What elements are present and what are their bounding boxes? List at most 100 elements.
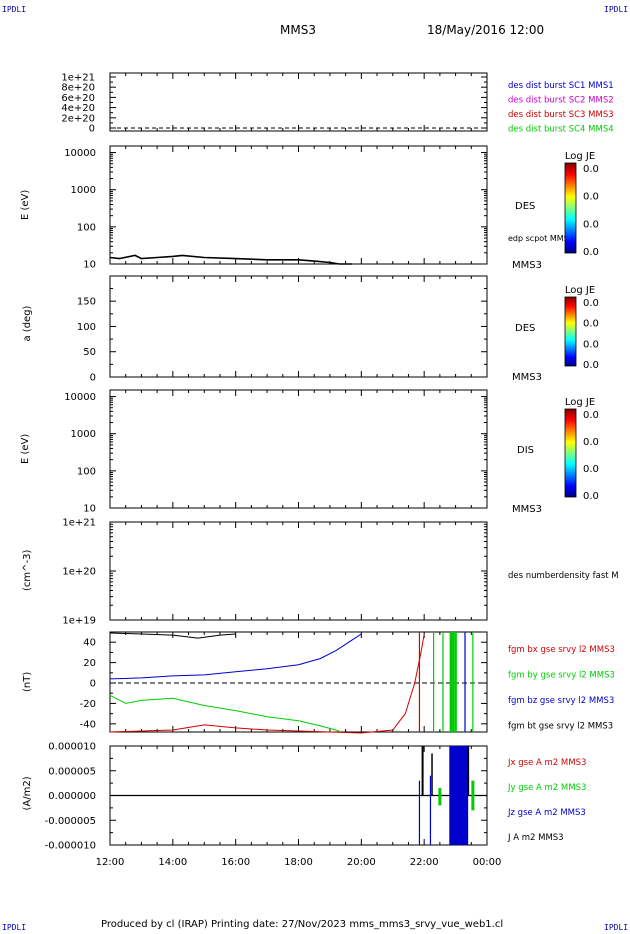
y-tick-label: -40 [80, 719, 96, 730]
colorbar-tick-label: 0.0 [583, 339, 599, 350]
y-tick-label: 1e+21 [62, 518, 96, 529]
y-tick-label: 100 [77, 222, 96, 233]
bfield-series-line [109, 694, 340, 732]
colorbar-title: Log JE [565, 285, 595, 296]
bfield-series-line [109, 632, 236, 639]
corner-label-top-right: IPDLI [604, 5, 629, 14]
spacecraft-label: MMS3 [512, 372, 542, 383]
legend-entry: J A m2 MMS3 [507, 833, 564, 843]
y-tick-label: 10 [83, 260, 96, 271]
y-tick-label: 100 [77, 322, 96, 333]
colorbar-title: Log JE [565, 151, 595, 162]
y-tick-label: 20 [83, 658, 96, 669]
colorbar-tick-label: 0.0 [583, 219, 599, 230]
bfield-series-line [109, 633, 425, 734]
y-tick-label: 150 [77, 297, 96, 308]
colorbar [564, 162, 577, 254]
legend-entry: des dist burst SC3 MMS3 [508, 110, 614, 120]
colorbar-tick-label: 0.0 [583, 491, 599, 502]
legend-entry: Jy gse A m2 MMS3 [507, 783, 586, 793]
y-axis-label: (cm^-3) [22, 550, 33, 591]
legend-entry: des dist burst SC2 MMS2 [508, 96, 614, 106]
y-tick-label: 1000 [71, 185, 96, 196]
y-tick-label: 0 [89, 124, 95, 135]
instrument-label: DES [515, 201, 535, 212]
scpot-line [109, 254, 352, 265]
y-tick-label: 1e+20 [62, 567, 96, 578]
corner-label-top-left: IPDLI [2, 5, 27, 14]
y-tick-label: 0.000000 [48, 791, 96, 802]
y-tick-label: 0.000010 [48, 742, 96, 753]
series-label: des numberdensity fast M [508, 571, 619, 581]
instrument-label: DIS [517, 445, 534, 456]
spacecraft-label: MMS3 [512, 260, 542, 271]
y-axis-label: a (deg) [22, 305, 33, 341]
time-tick-label: 12:00 [96, 857, 125, 868]
spacecraft-title: MMS3 [280, 23, 316, 37]
y-axis-label: E (eV) [20, 190, 31, 220]
colorbar-tick-label: 0.0 [583, 298, 599, 309]
y-tick-label: 8e+20 [61, 83, 95, 94]
spacecraft-label: MMS3 [512, 504, 542, 515]
y-axis-label: (nT) [22, 672, 33, 692]
time-tick-label: 22:00 [410, 857, 439, 868]
y-tick-label: 50 [83, 347, 96, 358]
y-tick-label: 40 [83, 638, 96, 649]
y-tick-label: 0 [90, 679, 96, 690]
colorbar-tick-label: 0.0 [583, 319, 599, 330]
y-tick-label: 0.000005 [48, 766, 96, 777]
colorbar-tick-label: 0.0 [583, 247, 599, 258]
panel-frame [109, 389, 488, 509]
y-tick-label: -0.000005 [45, 816, 96, 827]
y-tick-label: 10000 [64, 148, 96, 159]
plot-datetime: 18/May/2016 12:00 [427, 23, 545, 37]
panel-frame [109, 275, 488, 378]
colorbar-title: Log JE [565, 397, 595, 408]
y-tick-label: 6e+20 [61, 93, 95, 104]
panel-frame [109, 72, 488, 132]
y-tick-label: 100 [77, 466, 96, 477]
time-tick-label: 16:00 [221, 857, 250, 868]
legend-entry: Jz gse A m2 MMS3 [507, 808, 586, 818]
legend-entry: fgm bz gse srvy l2 MMS3 [508, 696, 614, 706]
time-tick-label: 18:00 [284, 857, 313, 868]
colorbar-tick-label: 0.0 [583, 410, 599, 421]
panel-frame [109, 521, 488, 621]
jz-burst-region [449, 746, 469, 845]
y-tick-label: 0 [90, 373, 96, 384]
y-tick-label: 2e+20 [61, 113, 95, 124]
legend-entry: fgm bt gse srvy l2 MMS3 [508, 722, 613, 732]
time-tick-label: 14:00 [158, 857, 187, 868]
legend-entry: des dist burst SC1 MMS1 [508, 81, 614, 91]
y-axis-label: E (eV) [20, 434, 31, 464]
legend-entry: fgm bx gse srvy l2 MMS3 [508, 645, 615, 655]
colorbar [564, 296, 577, 367]
y-tick-label: 1e+19 [62, 616, 96, 627]
time-tick-label: 20:00 [347, 857, 376, 868]
legend-entry: Jx gse A m2 MMS3 [507, 758, 586, 768]
y-tick-label: 10000 [64, 392, 96, 403]
time-tick-label: 00:00 [473, 857, 502, 868]
legend-entry: des dist burst SC4 MMS4 [508, 125, 614, 135]
colorbar-tick-label: 0.0 [583, 437, 599, 448]
y-tick-label: 4e+20 [61, 103, 95, 114]
corner-label-bottom-left: IPDLI [2, 923, 27, 932]
panel-frame [109, 145, 488, 265]
instrument-label: DES [515, 323, 535, 334]
colorbar-tick-label: 0.0 [583, 164, 599, 175]
y-tick-label: 1e+21 [61, 73, 95, 84]
panel-frame [109, 631, 488, 733]
y-tick-label: -0.000010 [45, 841, 96, 852]
legend-entry: fgm by gse srvy l2 MMS3 [508, 671, 615, 681]
corner-label-bottom-right: IPDLI [604, 923, 629, 932]
colorbar-tick-label: 0.0 [583, 192, 599, 203]
y-tick-label: 1000 [71, 429, 96, 440]
y-axis-label: (A/m2) [22, 776, 33, 810]
colorbar-tick-label: 0.0 [583, 360, 599, 371]
colorbar-tick-label: 0.0 [583, 464, 599, 475]
bfield-series-line [109, 633, 362, 680]
y-tick-label: -20 [80, 699, 96, 710]
colorbar [564, 408, 577, 498]
y-tick-label: 10 [83, 504, 96, 515]
